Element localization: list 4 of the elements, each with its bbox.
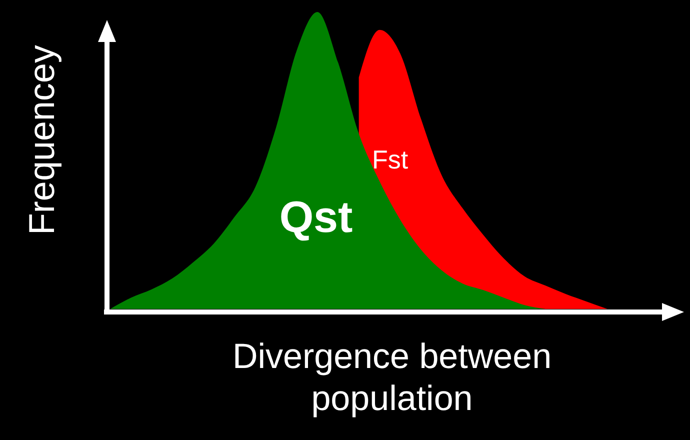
series-label: Qst (279, 193, 353, 243)
series-label: Fst (372, 144, 408, 176)
y-axis-title: Frequencey (21, 44, 63, 236)
x-axis-title: Divergence between population (231, 336, 553, 420)
